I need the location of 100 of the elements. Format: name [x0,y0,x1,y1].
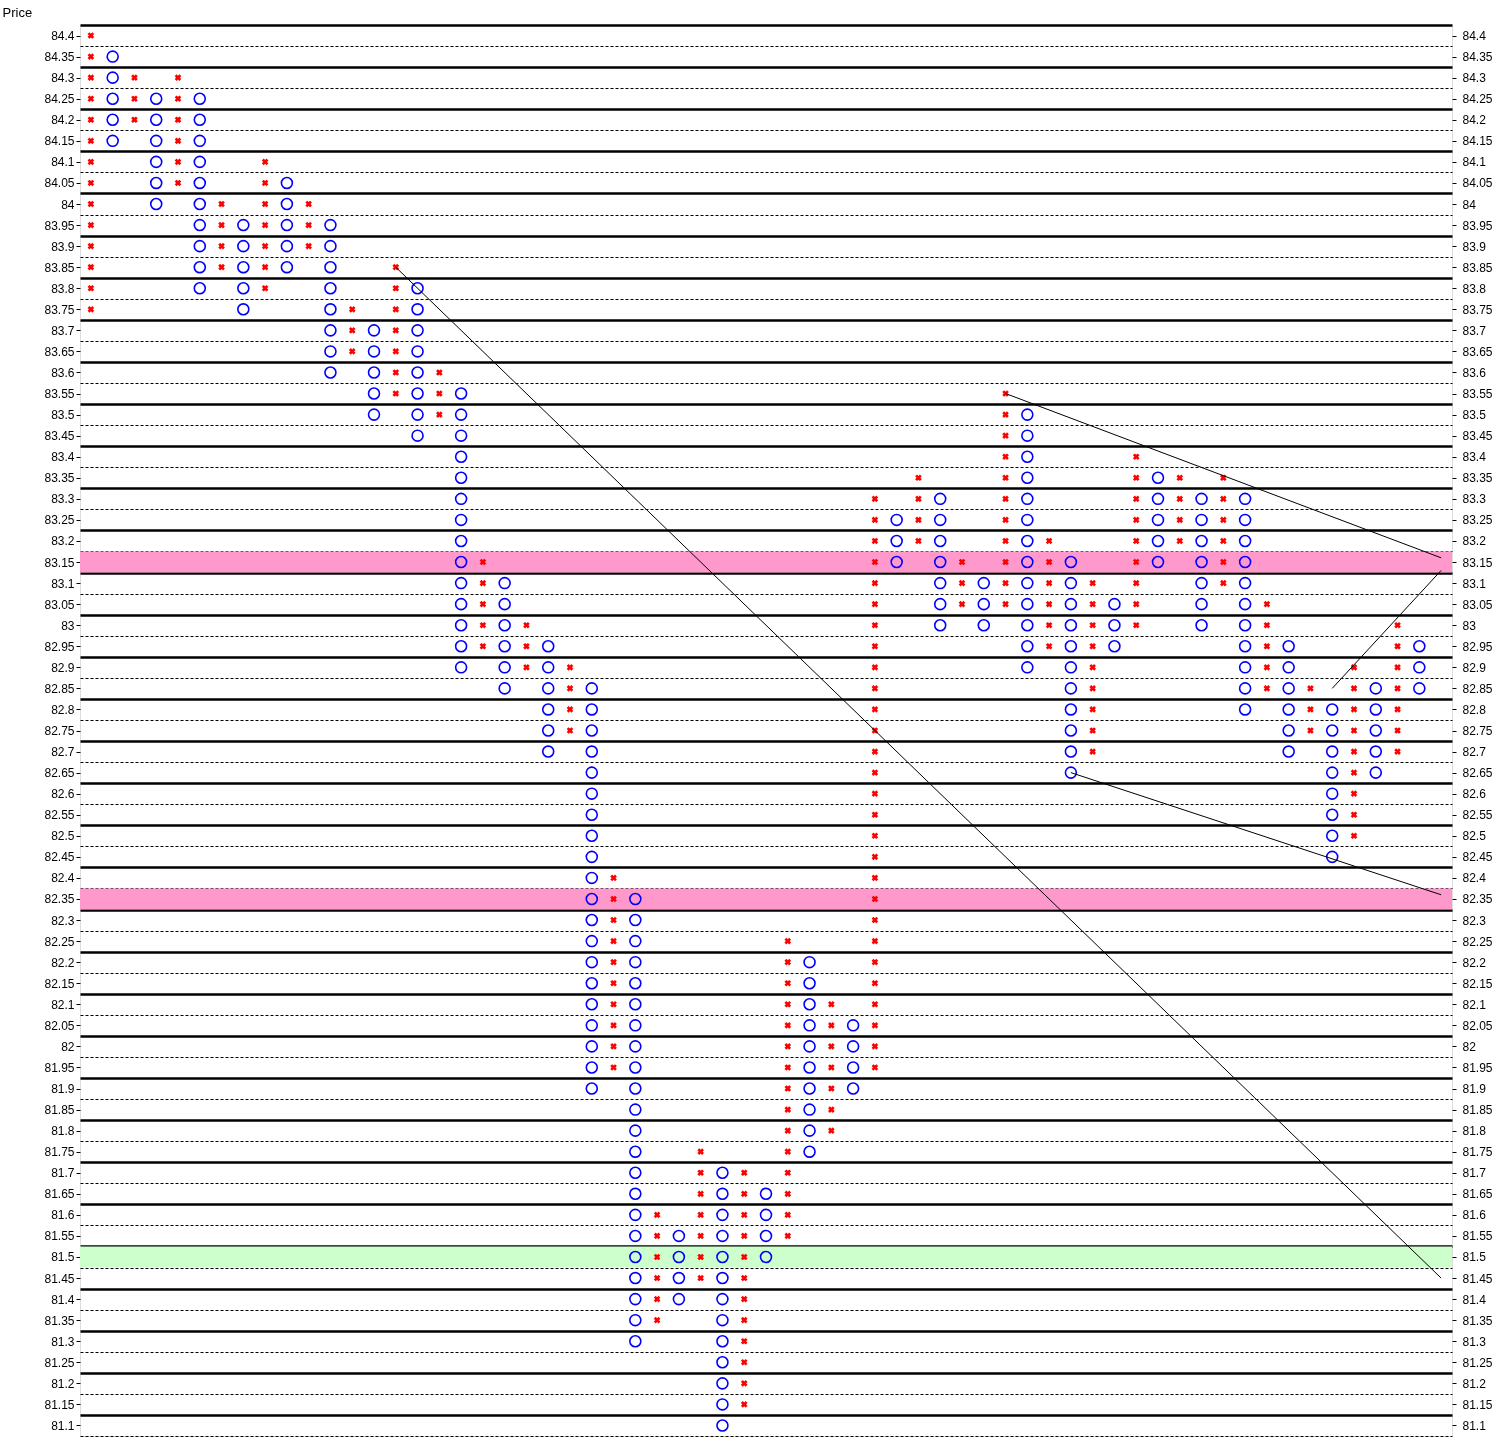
point [1002,600,1009,608]
point [218,221,225,229]
point [740,1232,748,1240]
point [261,158,269,166]
y-tick-label: 81.6 [51,1208,75,1223]
point [1002,579,1009,587]
point [193,260,207,274]
point [871,811,879,819]
y-tick-label: 83.5 [51,408,75,423]
point [871,1043,879,1050]
y2-tick-label: 82.35 [1462,892,1493,907]
point [1132,516,1140,524]
point [585,955,599,969]
y-tick-label: 81.35 [44,1313,75,1328]
y2-tick-label: 82.5 [1462,829,1487,844]
point [585,850,599,864]
point [1195,534,1208,548]
y-tick-label: 83.45 [44,429,75,444]
point [1021,661,1034,674]
y2-tick-label: 83.6 [1462,365,1487,380]
y-tick-label: 82.8 [51,702,75,717]
point [759,1229,773,1243]
point [1021,492,1034,506]
point [1021,513,1034,527]
point [454,429,468,442]
point [871,979,879,987]
point [716,1313,729,1327]
point [716,1229,729,1243]
y2-tick-label: 81.7 [1462,1166,1487,1181]
y2-tick-label: 83.55 [1462,387,1493,402]
point [716,1166,729,1180]
point [629,955,642,969]
point [324,218,337,232]
y-tick-label: 81.65 [44,1187,75,1202]
y-tick-label: 84.1 [51,155,75,170]
y2-tick-label: 84.2 [1462,113,1487,128]
point [1350,811,1358,819]
point [87,263,95,271]
point [1132,558,1140,566]
point [1089,727,1096,734]
point [1132,579,1140,587]
point [174,74,182,81]
y-tick-label: 81.55 [44,1229,75,1244]
point [803,1103,816,1116]
point [871,664,879,671]
point [1002,495,1009,503]
point [1064,661,1078,674]
y-tick-label: 83.6 [51,365,75,380]
point [1132,495,1140,503]
point [1021,429,1034,442]
point [149,176,163,190]
point [585,787,599,800]
point [629,1082,642,1095]
point [697,1169,704,1177]
y2-tick-label: 81.75 [1462,1145,1493,1160]
point [106,134,119,148]
point [871,937,879,945]
point [1108,597,1121,611]
y2-tick-label: 81.45 [1462,1271,1493,1286]
point [610,937,617,945]
point [237,218,250,232]
point [87,53,95,60]
point [541,745,555,758]
point [740,1211,748,1219]
point [933,597,947,611]
point [392,348,400,355]
point [1350,769,1358,776]
y2-tick-label: 83.15 [1462,555,1493,570]
y-tick-label: 84.15 [44,134,75,149]
point [1238,597,1252,611]
y-tick-label: 83.05 [44,597,75,612]
point [1238,682,1252,695]
point [629,1124,642,1137]
y-tick-label: 84.05 [44,176,75,191]
point [87,74,95,81]
point [436,390,443,397]
point [87,305,95,313]
point [1021,534,1034,548]
point [784,1169,792,1177]
y2-tick-label: 81.1 [1462,1418,1487,1433]
y2-tick-label: 84.35 [1462,50,1493,65]
point [871,706,879,713]
point [1064,576,1078,590]
point [672,1229,686,1243]
point [629,998,642,1011]
point [174,95,182,103]
point [1021,471,1034,485]
point [871,1064,879,1071]
point [87,116,95,124]
point [392,369,400,376]
point [629,1271,642,1285]
point [871,748,879,755]
point [585,682,599,695]
point [828,1106,835,1113]
y-tick-label: 82.05 [44,1018,75,1033]
point [1064,597,1078,611]
point [933,618,947,632]
point [87,221,95,229]
point [977,597,991,611]
point [890,534,903,548]
